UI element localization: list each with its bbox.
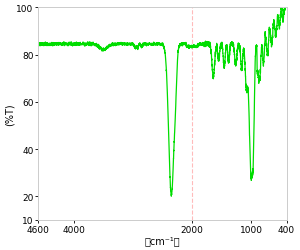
Y-axis label: (%T): (%T) — [5, 103, 15, 126]
X-axis label: （cm⁻¹）: （cm⁻¹） — [145, 235, 180, 245]
